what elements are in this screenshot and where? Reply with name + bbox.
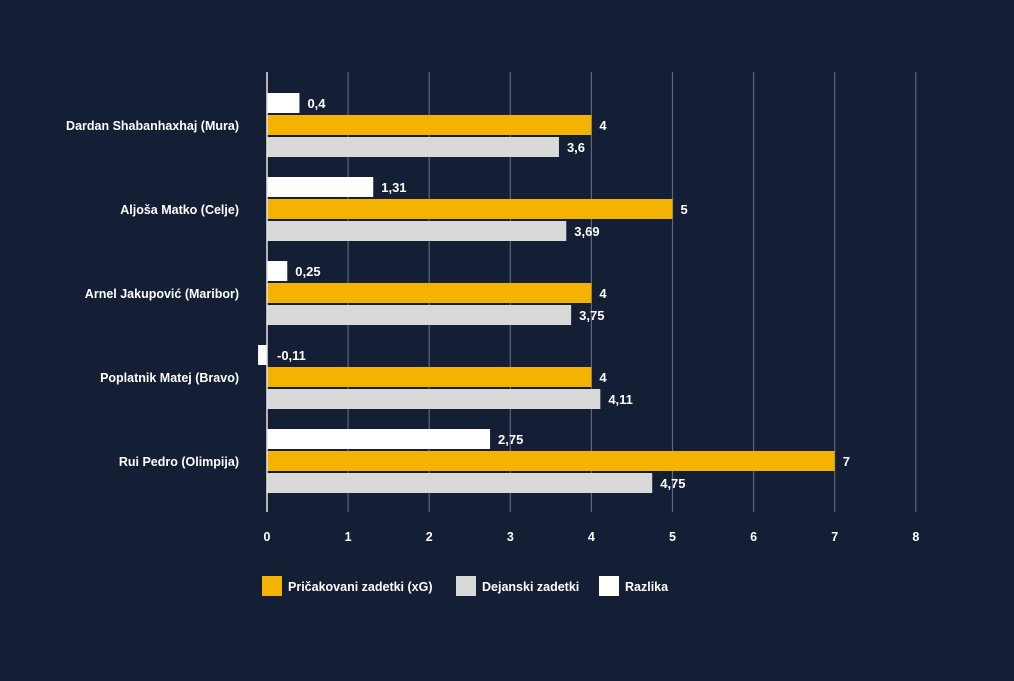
- bar-2-4: [267, 473, 653, 493]
- x-tick-label-0: 0: [264, 530, 271, 544]
- data-label-2-2: 3,75: [579, 308, 604, 323]
- bar-2-2: [267, 305, 572, 325]
- bar-1-1: [267, 199, 673, 219]
- data-label-2-1: 3,69: [574, 224, 599, 239]
- category-label-1: Aljoša Matko (Celje): [120, 203, 239, 217]
- data-label-1-3: 4: [599, 370, 607, 385]
- data-label-0-4: 2,75: [498, 432, 523, 447]
- bar-0-0: [267, 93, 300, 113]
- legend-swatch-0: [262, 576, 282, 596]
- legend: Pričakovani zadetki (xG) Dejanski zadetki…: [262, 576, 669, 596]
- data-label-2-3: 4,11: [608, 392, 633, 407]
- bar-1-3: [267, 367, 592, 387]
- legend-swatch-1: [456, 576, 476, 596]
- category-label-4: Rui Pedro (Olimpija): [119, 455, 239, 469]
- x-tick-label-3: 3: [507, 530, 514, 544]
- x-tick-label-4: 4: [588, 530, 595, 544]
- x-tick-label-6: 6: [750, 530, 757, 544]
- data-label-0-3: -0,11: [277, 348, 306, 363]
- data-label-1-2: 4: [599, 286, 607, 301]
- data-labels: 0,443,61,3153,690,2543,75-0,1144,112,757…: [277, 96, 850, 491]
- legend-swatch-2: [599, 576, 619, 596]
- bar-2-3: [267, 389, 601, 409]
- category-labels: Dardan Shabanhaxhaj (Mura) Aljoša Matko (…: [66, 119, 239, 469]
- bar-0-4: [267, 429, 491, 449]
- legend-label-1: Dejanski zadetki: [482, 580, 579, 594]
- bars: [258, 93, 835, 493]
- data-label-2-4: 4,75: [660, 476, 685, 491]
- bar-1-0: [267, 115, 592, 135]
- bar-0-3: [258, 345, 267, 365]
- bar-0-1: [267, 177, 374, 197]
- data-label-1-1: 5: [681, 202, 688, 217]
- x-axis-tick-labels: 0 1 2 3 4 5 6 7 8: [264, 530, 920, 544]
- category-label-0: Dardan Shabanhaxhaj (Mura): [66, 119, 239, 133]
- category-label-3: Poplatnik Matej (Bravo): [100, 371, 239, 385]
- x-tick-label-7: 7: [831, 530, 838, 544]
- data-label-2-0: 3,6: [567, 140, 585, 155]
- bar-0-2: [267, 261, 288, 281]
- bar-2-1: [267, 221, 567, 241]
- x-tick-label-5: 5: [669, 530, 676, 544]
- x-tick-label-1: 1: [345, 530, 352, 544]
- legend-label-2: Razlika: [625, 580, 669, 594]
- legend-label-0: Pričakovani zadetki (xG): [288, 580, 433, 594]
- data-label-1-0: 4: [599, 118, 607, 133]
- bar-1-2: [267, 283, 592, 303]
- bar-2-0: [267, 137, 559, 157]
- category-label-2: Arnel Jakupović (Maribor): [85, 287, 239, 301]
- data-label-1-4: 7: [843, 454, 850, 469]
- data-label-0-2: 0,25: [295, 264, 320, 279]
- bar-1-4: [267, 451, 835, 471]
- data-label-0-1: 1,31: [381, 180, 406, 195]
- x-tick-label-2: 2: [426, 530, 433, 544]
- x-tick-label-8: 8: [912, 530, 919, 544]
- data-label-0-0: 0,4: [307, 96, 326, 111]
